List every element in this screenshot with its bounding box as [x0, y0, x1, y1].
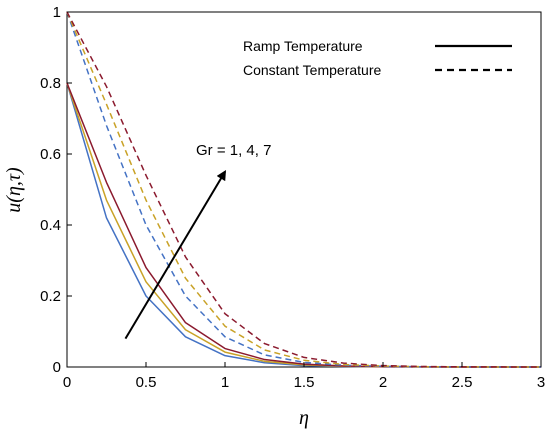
annotation-label: Gr = 1, 4, 7: [196, 142, 271, 159]
x-axis-label: η: [299, 407, 309, 429]
y-tick-label: 0: [53, 359, 61, 376]
x-tick-label: 0.5: [136, 374, 157, 391]
series-line-4: [66, 11, 542, 368]
x-axis-ticks: 0 0.5 1 1.5 2 2.5 3: [63, 362, 545, 391]
x-tick-label: 3: [537, 374, 545, 391]
x-tick-label: 2.5: [452, 374, 473, 391]
x-tick-label: 1.5: [294, 374, 315, 391]
legend-entry-ramp: Ramp Temperature: [243, 38, 363, 54]
plot-area: 0 0.5 1 1.5 2 2.5 3 0 0.2 0.4 0.6 0.8 1: [40, 4, 545, 391]
y-axis-label: u(η,τ): [3, 167, 25, 213]
plot-frame: [66, 11, 542, 368]
x-tick-label: 0: [63, 374, 71, 391]
x-tick-label: 2: [379, 374, 387, 391]
legend-entry-constant: Constant Temperature: [243, 62, 381, 78]
y-axis-ticks: 0 0.2 0.4 0.6 0.8 1: [40, 4, 72, 376]
legend: Ramp Temperature Constant Temperature: [243, 38, 512, 78]
annotation-arrow: [124, 170, 227, 340]
y-tick-label: 0.8: [40, 75, 61, 92]
y-tick-label: 1: [53, 4, 61, 21]
annotation: Gr = 1, 4, 7: [124, 142, 271, 340]
y-tick-label: 0.6: [40, 146, 61, 163]
y-tick-label: 0.4: [40, 217, 61, 234]
x-tick-label: 1: [221, 374, 229, 391]
y-tick-label: 0.2: [40, 288, 61, 305]
